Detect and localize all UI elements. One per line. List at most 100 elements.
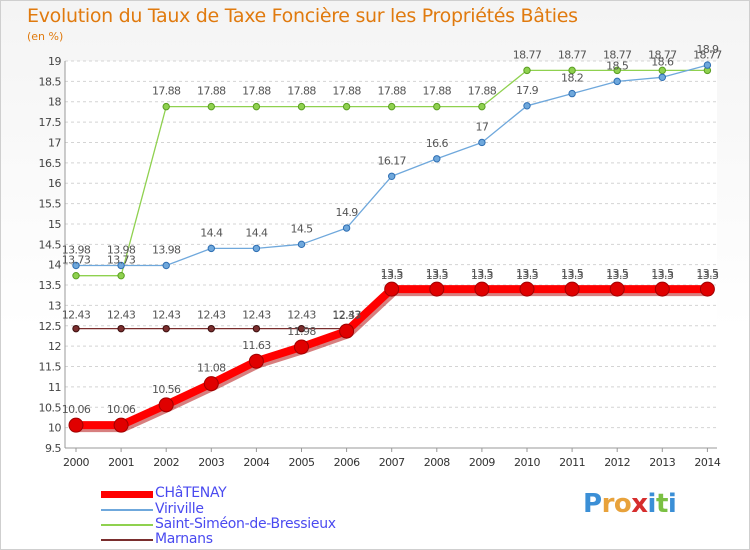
data-label-marnans: 13.3 [696, 269, 719, 282]
data-label-viriville: 18.9 [696, 43, 719, 56]
data-point-chatenay [474, 281, 490, 297]
data-label-viriville: 18.6 [651, 55, 674, 68]
data-label-saint-simeon: 17.88 [377, 85, 406, 98]
data-label-viriville: 14.4 [245, 226, 268, 239]
data-label-saint-simeon: 18.77 [648, 48, 677, 61]
x-tick-label: 2002 [153, 456, 179, 469]
data-label-viriville: 13.98 [152, 243, 181, 256]
data-label-chatenay: 10.56 [152, 383, 181, 396]
y-tick-label: 17.5 [39, 116, 62, 129]
data-label-marnans: 13.3 [561, 269, 584, 282]
data-label-viriville: 13.98 [107, 243, 136, 256]
y-tick-label: 10 [48, 422, 61, 435]
data-point-marnans [207, 324, 216, 333]
data-label-marnans: 13.3 [606, 269, 629, 282]
data-point-viriville [297, 240, 306, 249]
data-label-marnans: 12.43 [107, 309, 136, 322]
x-tick-label: 2001 [108, 456, 134, 469]
x-tick-label: 2011 [559, 456, 585, 469]
data-point-saint-simeon [613, 66, 621, 75]
legend-label-marnans: Marnans [155, 531, 213, 547]
logo-letter: i [647, 489, 657, 519]
data-point-saint-simeon [207, 102, 216, 111]
data-point-marnans [162, 324, 170, 333]
logo-letter: P [583, 489, 602, 519]
y-tick-label: 14.5 [39, 238, 62, 251]
data-label-chatenay: 10.06 [62, 403, 91, 416]
legend-label-viriville: Viriville [155, 501, 204, 517]
data-label-chatenay: 13.5 [651, 267, 674, 280]
data-point-viriville [658, 73, 666, 81]
data-label-saint-simeon: 18.77 [558, 48, 587, 61]
data-label-marnans: 13.3 [426, 269, 449, 282]
y-tick-label: 19 [48, 55, 61, 68]
y-tick-label: 12.5 [39, 320, 62, 333]
data-label-chatenay: 11.63 [242, 339, 271, 352]
y-tick-label: 17 [48, 136, 61, 149]
data-label-viriville: 13.98 [62, 243, 91, 256]
data-point-viriville [478, 138, 486, 147]
data-point-saint-simeon [162, 102, 170, 111]
data-point-saint-simeon [658, 66, 666, 75]
data-point-chatenay [294, 339, 309, 355]
data-label-chatenay: 13.5 [561, 267, 584, 280]
data-label-chatenay: 11.08 [197, 362, 226, 375]
data-point-chatenay [429, 281, 445, 297]
y-tick-label: 15.5 [39, 198, 62, 211]
chart-title: Evolution du Taux de Taxe Foncière sur l… [27, 5, 578, 27]
y-tick-label: 11 [48, 381, 61, 394]
logo-letter: i [667, 489, 677, 519]
data-label-viriville: 18.2 [561, 72, 583, 85]
x-tick-label: 2013 [649, 456, 675, 469]
data-label-marnans: 13.3 [516, 269, 539, 282]
x-tick-label: 2014 [694, 456, 720, 469]
data-point-saint-simeon [297, 102, 306, 111]
data-label-viriville: 17.9 [516, 84, 539, 97]
data-label-saint-simeon: 13.73 [62, 254, 91, 267]
data-label-marnans: 13.3 [651, 269, 674, 282]
data-label-saint-simeon: 18.77 [513, 48, 542, 61]
y-tick-label: 18.5 [39, 75, 62, 88]
data-point-chatenay [384, 281, 400, 297]
data-label-marnans: 12.43 [62, 309, 91, 322]
x-tick-label: 2003 [198, 456, 224, 469]
data-point-chatenay [248, 353, 264, 369]
data-label-saint-simeon: 17.88 [287, 85, 316, 98]
y-tick-label: 16.5 [39, 157, 62, 170]
data-point-marnans [252, 324, 261, 333]
data-point-saint-simeon [342, 102, 351, 111]
legend-swatch-marnans [101, 539, 153, 541]
data-point-saint-simeon [117, 271, 125, 280]
data-point-viriville [433, 155, 441, 163]
data-label-saint-simeon: 17.88 [197, 85, 226, 98]
x-tick-label: 2000 [63, 456, 89, 469]
data-point-marnans [117, 324, 125, 333]
y-tick-label: 13.5 [39, 279, 62, 292]
data-point-chatenay [609, 281, 625, 297]
data-label-chatenay: 12.37 [332, 309, 361, 322]
data-point-chatenay [654, 281, 670, 297]
data-point-viriville [613, 77, 621, 86]
data-label-saint-simeon: 17.88 [468, 85, 497, 98]
y-axis-unit-label: (en %) [27, 30, 64, 43]
data-point-viriville [523, 102, 531, 110]
logo-letter: t [655, 489, 668, 519]
x-tick-label: 2008 [424, 456, 450, 469]
data-label-chatenay: 13.5 [426, 267, 449, 280]
data-point-marnans [72, 324, 80, 333]
x-tick-label: 2005 [289, 456, 315, 469]
logo-letter: x [631, 489, 648, 519]
legend-swatch-chatenay [101, 491, 153, 498]
data-point-chatenay [203, 376, 219, 392]
legend-swatch-viriville [101, 509, 153, 511]
data-label-viriville: 17 [475, 120, 488, 133]
data-point-viriville [162, 261, 170, 270]
y-tick-label: 16 [48, 177, 61, 190]
y-tick-label: 15 [48, 218, 61, 231]
data-point-viriville [207, 244, 216, 253]
data-point-saint-simeon [388, 102, 396, 111]
x-tick-label: 2012 [604, 456, 630, 469]
data-point-chatenay [339, 323, 355, 339]
y-tick-label: 12 [48, 340, 61, 353]
